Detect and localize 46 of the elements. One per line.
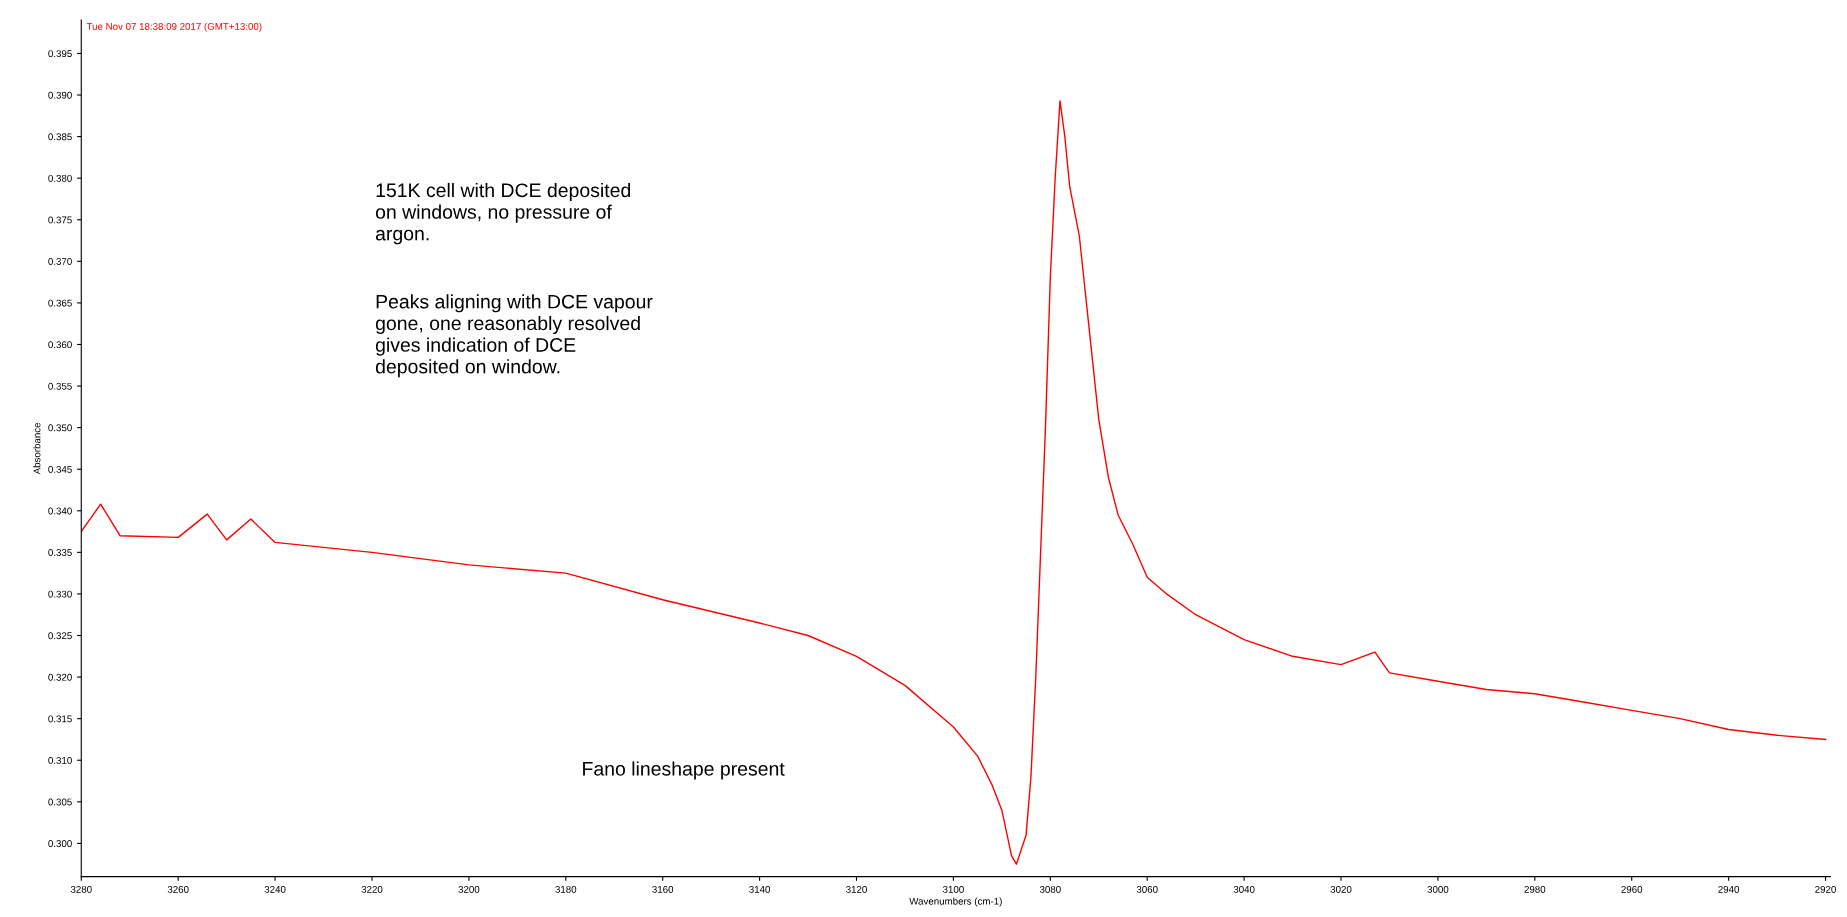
y-tick-label: 0.315 xyxy=(48,715,72,723)
y-tick-label: 0.340 xyxy=(48,507,72,515)
y-axis-title: Absorbance xyxy=(33,422,41,475)
y-tick-label: 0.385 xyxy=(48,133,72,141)
x-axis-title: Wavenumbers (cm-1) xyxy=(909,897,1002,907)
x-tick-label: 3000 xyxy=(1427,885,1449,893)
x-tick-label: 3100 xyxy=(942,885,964,893)
annotation: Peaks aligning with DCE vapour gone, one reasonably resolved gives indication of DCE deposited on window. xyxy=(375,294,653,378)
x-tick-label: 3220 xyxy=(361,885,383,893)
y-tick-label: 0.380 xyxy=(48,174,72,182)
y-tick-label: 0.365 xyxy=(48,299,72,307)
y-tick-label: 0.325 xyxy=(48,632,72,640)
y-tick-label: 0.390 xyxy=(48,91,72,99)
x-tick-label: 3140 xyxy=(749,885,771,893)
x-tick-label: 3020 xyxy=(1330,885,1352,893)
y-tick-label: 0.305 xyxy=(48,798,72,806)
y-tick-label: 0.375 xyxy=(48,216,72,224)
x-tick-label: 2980 xyxy=(1524,885,1546,893)
x-tick-label: 3200 xyxy=(458,885,480,893)
x-tick-label: 3180 xyxy=(555,885,577,893)
y-tick-label: 0.360 xyxy=(48,341,72,349)
annotation: 151K cell with DCE deposited on windows, no pressure of argon. xyxy=(375,182,631,245)
line-series xyxy=(81,100,1827,865)
x-tick-label: 2940 xyxy=(1718,885,1740,893)
y-tick-label: 0.370 xyxy=(48,258,72,265)
x-tick-label: 3160 xyxy=(652,885,674,893)
x-tick-label: 3040 xyxy=(1233,885,1255,893)
x-tick-label: 3280 xyxy=(70,885,92,893)
y-tick-label: 0.320 xyxy=(48,673,72,681)
x-tick-label: 3120 xyxy=(846,885,867,893)
y-tick-label: 0.345 xyxy=(48,465,72,473)
x-tick-label: 3260 xyxy=(167,885,189,893)
annotation: Tue Nov 07 18:38:09 2017 (GMT+13:00) xyxy=(86,22,262,32)
x-tick-label: 2920 xyxy=(1815,885,1836,893)
y-tick-label: 0.300 xyxy=(48,840,72,848)
y-tick-label: 0.350 xyxy=(48,424,72,432)
annotation: Fano lineshape present xyxy=(583,761,785,780)
y-tick-label: 0.330 xyxy=(48,590,72,598)
y-tick-label: 0.335 xyxy=(48,549,72,556)
x-tick-label: 3060 xyxy=(1136,885,1158,893)
y-tick-label: 0.355 xyxy=(48,382,72,390)
y-tick-label: 0.395 xyxy=(48,50,72,58)
y-tick-label: 0.310 xyxy=(48,756,72,764)
x-tick-label: 2960 xyxy=(1621,885,1643,893)
x-tick-label: 3080 xyxy=(1039,885,1061,893)
x-tick-label: 3240 xyxy=(264,885,286,893)
